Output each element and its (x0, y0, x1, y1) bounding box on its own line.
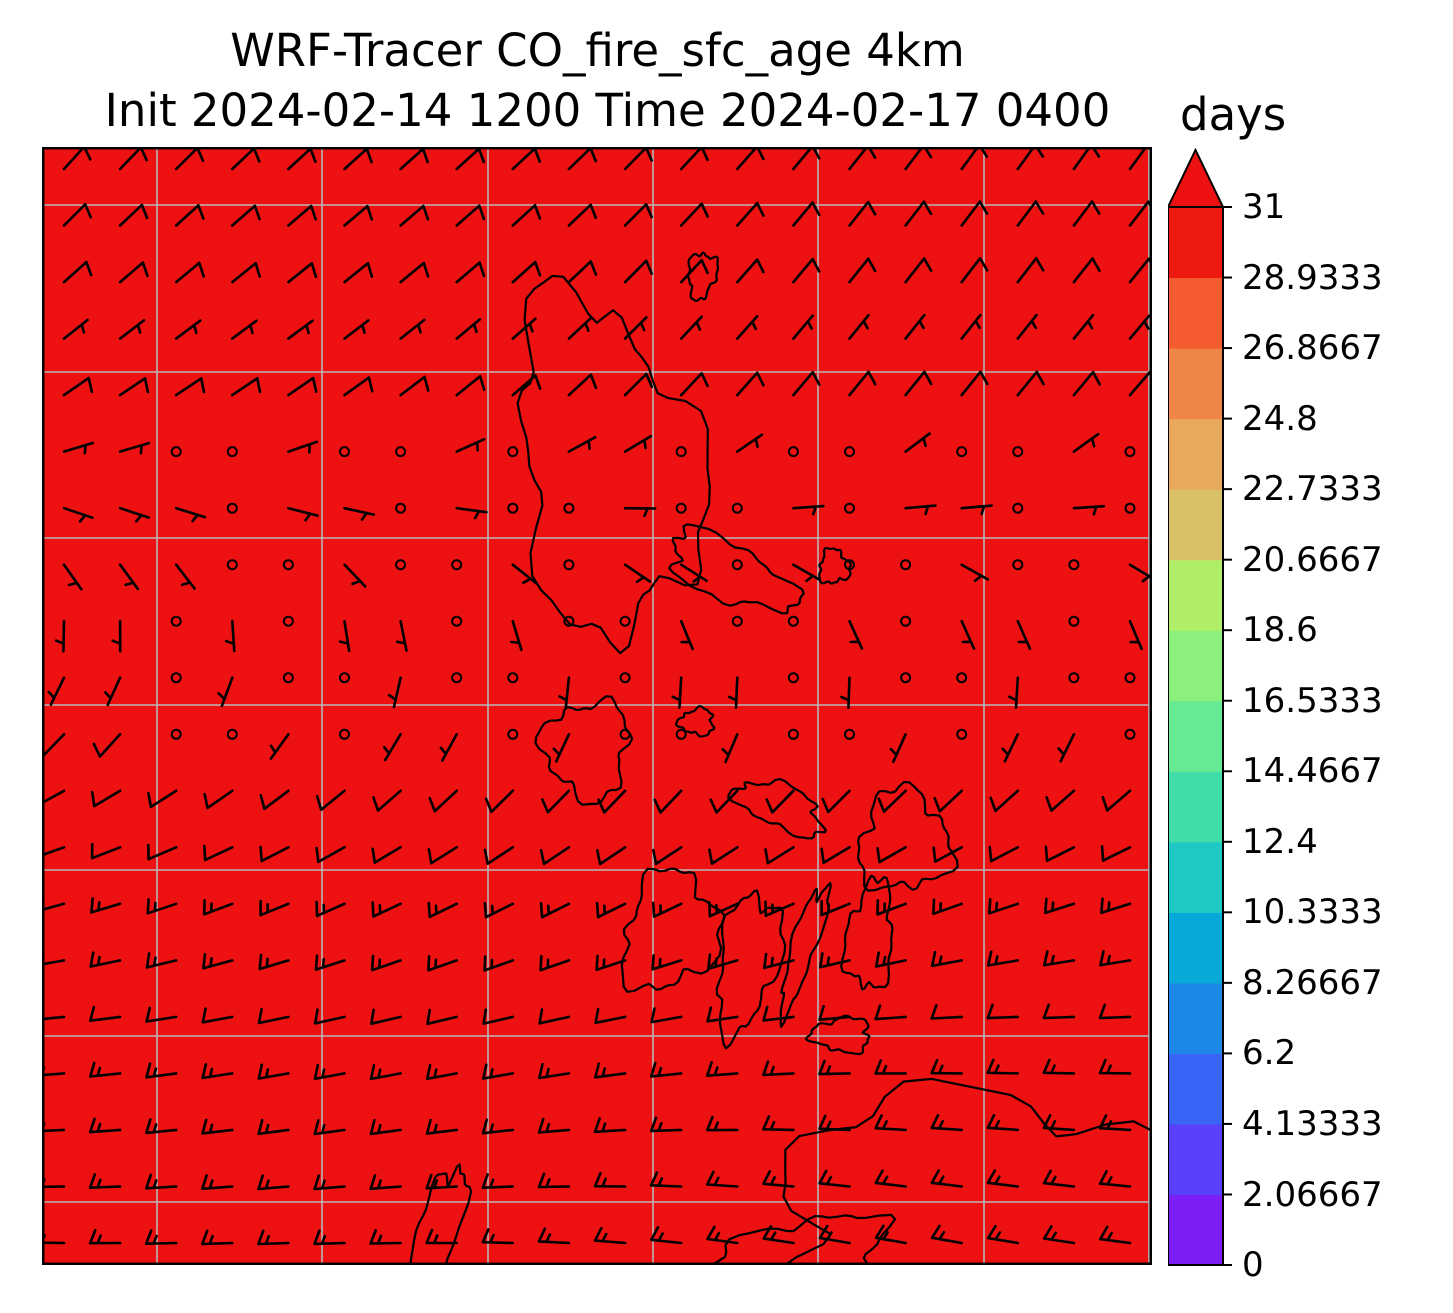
gridlines-layer (42, 147, 1152, 1265)
wind-barbs-layer (42, 147, 1152, 1246)
plot-border (42, 147, 1152, 1265)
colorbar-tick-label: 16.5333 (1242, 680, 1383, 721)
colorbar-tick-label: 14.4667 (1242, 751, 1383, 792)
colorbar-tick-label: 8.26667 (1242, 962, 1383, 1003)
map-plot (42, 147, 1152, 1265)
colorbar-outline (1168, 206, 1224, 1266)
colorbar-tick-label: 31 (1242, 187, 1286, 227)
colorbar-unit-label: days (1180, 88, 1287, 141)
colorbar-tick-label: 6.2 (1242, 1033, 1297, 1074)
colorbar-tick-label: 28.9333 (1242, 257, 1383, 298)
plot-title: WRF-Tracer CO_fire_sfc_age 4km (230, 24, 965, 77)
colorbar-tick-label: 10.3333 (1242, 892, 1383, 933)
colorbar-tick-label: 20.6667 (1242, 539, 1383, 580)
colorbar-tick-label: 4.13333 (1242, 1103, 1383, 1144)
colorbar-tick-label: 12.4 (1242, 821, 1318, 862)
colorbar-tick-label: 2.06667 (1242, 1174, 1383, 1215)
colorbar-tick-label: 18.6 (1242, 610, 1318, 651)
colorbar-tick-label: 0 (1242, 1245, 1264, 1285)
colorbar-tick-label: 26.8667 (1242, 328, 1383, 369)
colorbar-extend-arrow (1168, 148, 1225, 208)
colorbar (1168, 148, 1232, 1266)
colorbar-tick-label: 22.7333 (1242, 469, 1383, 510)
plot-subtitle: Init 2024-02-14 1200 Time 2024-02-17 040… (104, 84, 1111, 137)
colorbar-tick-label: 24.8 (1242, 398, 1318, 439)
field-fill (42, 147, 1152, 1265)
